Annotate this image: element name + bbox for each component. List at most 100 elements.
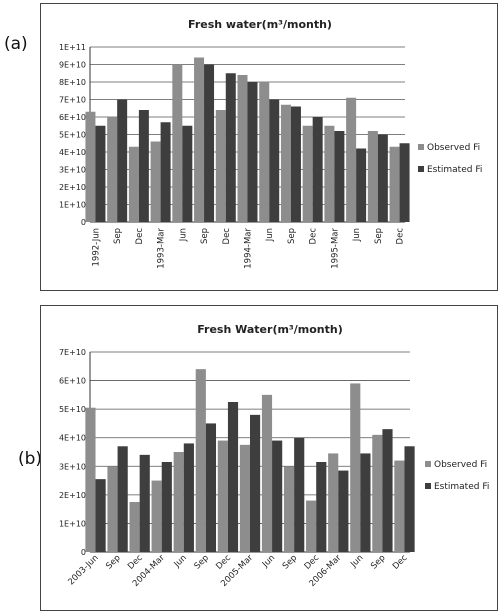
bar-observed xyxy=(259,82,270,222)
legend-label: Estimated Fi xyxy=(434,482,489,492)
x-tick-label: Jun xyxy=(178,228,188,242)
x-tick-label: Jun xyxy=(352,228,362,242)
x-tick-label: Sep xyxy=(369,553,387,571)
bar-estimated xyxy=(204,64,215,222)
bar-observed xyxy=(389,146,400,222)
bar-estimated xyxy=(183,443,194,552)
y-tick-label: 0 xyxy=(81,548,86,557)
y-tick-label: 4E+10 xyxy=(59,148,86,157)
bar-observed xyxy=(215,110,226,222)
x-tick-label: 1993-Mar xyxy=(157,228,167,269)
legend-swatch xyxy=(418,144,424,150)
panel-label-b: (b) xyxy=(18,449,43,469)
bar-observed xyxy=(173,452,184,552)
bar-estimated xyxy=(316,462,327,552)
bar-estimated xyxy=(250,414,261,552)
x-tick-label: Jun xyxy=(260,553,277,570)
bar-observed xyxy=(129,502,140,552)
x-tick-label: Dec xyxy=(303,553,322,572)
bar-observed xyxy=(150,141,161,222)
bar-estimated xyxy=(404,446,415,552)
y-tick-label: 6E+10 xyxy=(59,377,86,386)
y-tick-label: 3E+10 xyxy=(59,462,86,471)
bar-observed xyxy=(85,407,96,552)
bar-observed xyxy=(261,394,273,552)
bar-observed xyxy=(367,131,378,222)
bar-observed xyxy=(283,466,295,552)
chart-title: Fresh Water(m³/month) xyxy=(197,323,343,336)
x-tick-label: Sep xyxy=(287,228,297,244)
bar-observed xyxy=(346,97,357,222)
bar-estimated xyxy=(160,122,171,222)
x-tick-label: Dec xyxy=(214,553,233,572)
bar-observed xyxy=(237,75,248,222)
x-tick-label: Dec xyxy=(391,553,410,572)
bar-estimated xyxy=(247,82,258,222)
bar-estimated xyxy=(382,429,393,552)
bar-observed xyxy=(172,64,183,222)
bar-estimated xyxy=(272,440,283,552)
y-tick-label: 5E+10 xyxy=(59,131,86,140)
y-tick-label: 1E+10 xyxy=(59,201,86,210)
x-tick-label: Sep xyxy=(374,228,384,244)
x-tick-label: Sep xyxy=(104,553,122,571)
bar-estimated xyxy=(360,453,371,552)
bar-estimated xyxy=(161,462,172,552)
y-tick-label: 9E+10 xyxy=(59,61,86,70)
bar-observed xyxy=(280,104,291,222)
legend-label: Observed Fi xyxy=(434,460,487,470)
y-tick-label: 1E+11 xyxy=(59,43,86,52)
bar-estimated xyxy=(95,479,106,552)
x-tick-label: Dec xyxy=(135,228,145,245)
y-tick-label: 2E+10 xyxy=(59,183,86,192)
bar-observed xyxy=(151,480,162,552)
bar-observed xyxy=(128,146,139,222)
legend-label: Estimated Fi xyxy=(427,165,482,175)
bar-observed xyxy=(350,383,361,552)
legend-swatch xyxy=(418,166,424,172)
x-tick-label: Sep xyxy=(193,553,211,571)
x-tick-label: Jun xyxy=(265,228,275,242)
x-tick-label: Jun xyxy=(172,553,189,570)
x-tick-label: Dec xyxy=(396,228,406,245)
bar-estimated xyxy=(334,131,345,222)
y-tick-label: 5E+10 xyxy=(59,405,86,414)
bar-observed xyxy=(239,444,250,552)
bar-estimated xyxy=(227,402,239,552)
x-tick-label: Dec xyxy=(309,228,319,245)
bar-observed xyxy=(195,369,206,552)
x-tick-label: 1992-Jun xyxy=(91,228,101,266)
y-tick-label: 1E+10 xyxy=(59,519,86,528)
bar-estimated xyxy=(117,446,128,552)
bar-estimated xyxy=(117,99,128,222)
bar-estimated xyxy=(182,125,193,222)
bar-estimated xyxy=(95,125,106,222)
bar-observed xyxy=(394,460,405,552)
bar-observed xyxy=(217,440,228,552)
x-tick-label: Jun xyxy=(348,553,365,570)
bar-observed xyxy=(328,453,339,552)
bar-observed xyxy=(302,125,313,222)
chart-title: Fresh water(m³/month) xyxy=(188,18,332,31)
x-tick-label: 1995-Mar xyxy=(330,228,340,269)
bar-estimated xyxy=(338,470,349,552)
bar-estimated xyxy=(399,143,410,222)
bar-estimated xyxy=(356,148,367,222)
y-tick-label: 4E+10 xyxy=(59,434,86,443)
y-tick-label: 6E+10 xyxy=(59,113,86,122)
y-tick-label: 7E+10 xyxy=(59,96,86,105)
bar-estimated xyxy=(138,110,149,222)
legend-label: Observed Fi xyxy=(427,143,480,153)
bar-estimated xyxy=(290,106,301,222)
bar-estimated xyxy=(205,423,217,552)
bar-observed xyxy=(306,500,317,552)
bar-estimated xyxy=(269,99,280,222)
bar-observed xyxy=(85,111,96,222)
bar-observed xyxy=(194,57,205,222)
bar-estimated xyxy=(377,134,388,222)
x-tick-label: Dec xyxy=(126,553,145,572)
bar-observed xyxy=(107,117,118,222)
x-tick-label: Sep xyxy=(200,228,210,244)
bar-estimated xyxy=(139,454,150,552)
